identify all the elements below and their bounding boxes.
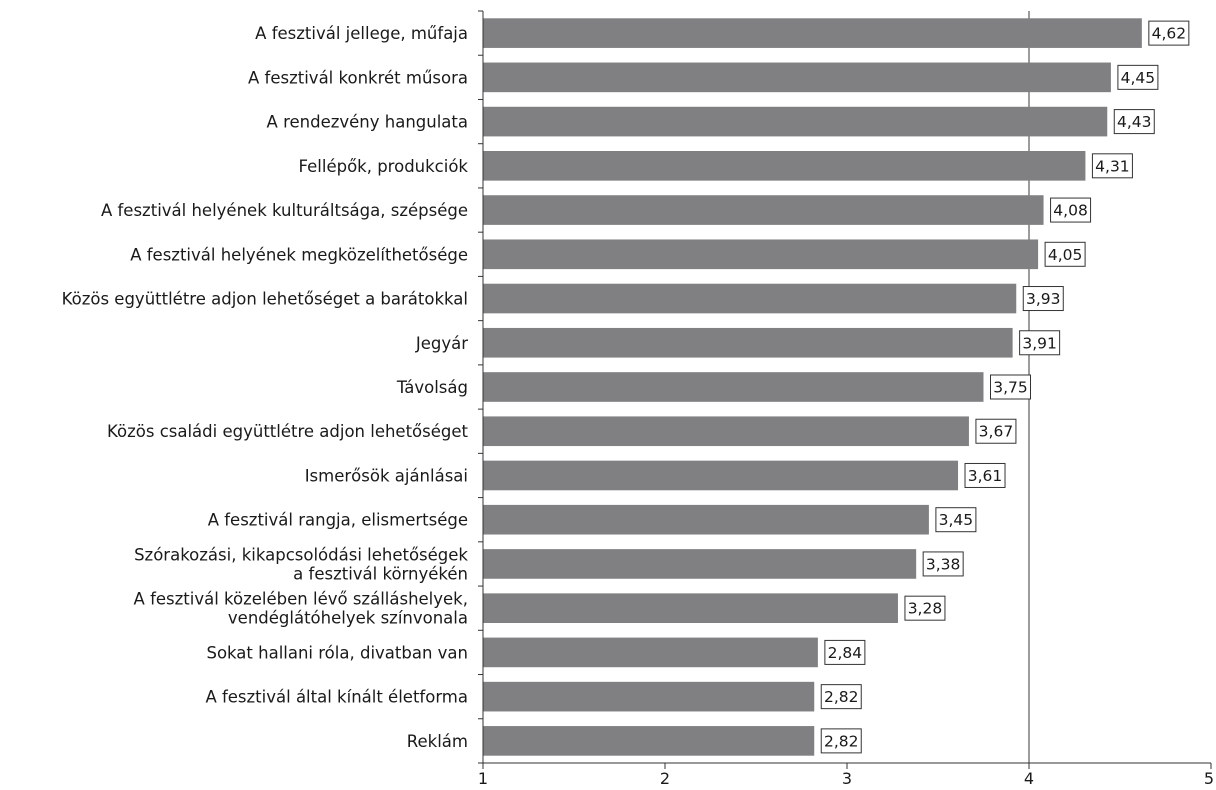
category-label: Távolság	[396, 378, 468, 397]
bar	[483, 106, 1108, 137]
value-label: 3,38	[926, 555, 961, 573]
category-label: A fesztivál rangja, elismertsége	[208, 511, 468, 530]
value-label-box	[820, 684, 862, 710]
value-label-box	[904, 595, 946, 621]
value-label: 4,05	[1048, 246, 1083, 264]
category-label: A fesztivál helyének megközelíthetősége	[130, 245, 468, 264]
value-label: 2,84	[828, 644, 863, 662]
bar	[483, 327, 1013, 358]
value-label-box	[990, 374, 1031, 400]
category-label: Ismerősök ajánlásai	[305, 466, 468, 485]
bar	[483, 460, 959, 491]
value-label: 3,75	[993, 379, 1028, 397]
category-label: A fesztivál konkrét műsora	[248, 68, 468, 87]
value-label: 2,82	[824, 732, 859, 750]
x-tick-label: 2	[660, 769, 670, 788]
bar	[483, 18, 1142, 48]
category-label: Fellépők, produkciók	[299, 157, 469, 176]
value-labels: 4,62 4,45 4,43 4,31 4,08 4,05 3,93 3,91 3,75 3,67…	[820, 20, 1190, 754]
category-label: Reklám	[407, 732, 468, 751]
value-label: 3,67	[979, 423, 1014, 441]
value-label-box	[964, 462, 1006, 488]
value-label: 3,45	[939, 511, 974, 529]
value-label-box	[1050, 197, 1092, 223]
value-label: 4,62	[1152, 25, 1187, 43]
bar	[483, 726, 815, 756]
category-label: Sokat hallani róla, divatban van	[206, 643, 468, 662]
category-label: A rendezvény hangulata	[267, 113, 468, 132]
x-tick-label: 3	[842, 769, 852, 788]
value-label: 4,45	[1121, 69, 1156, 87]
value-label-box	[1091, 153, 1133, 179]
category-label: Közös családi együttlétre adjon lehetősé…	[107, 422, 469, 441]
bar	[483, 549, 917, 579]
bar	[483, 416, 969, 447]
x-tick-label: 4	[1024, 769, 1034, 788]
bar	[483, 239, 1039, 270]
value-label: 2,82	[824, 688, 859, 706]
bar	[483, 504, 929, 535]
value-label: 4,31	[1095, 157, 1130, 175]
category-labels: A fesztivál jellege, műfaja A fesztivál k…	[62, 24, 469, 751]
value-label: 4,08	[1053, 202, 1088, 220]
bars	[483, 11, 1142, 763]
bar	[483, 637, 818, 668]
value-label-box	[1044, 241, 1086, 267]
category-label: A fesztivál által kínált életforma	[205, 688, 468, 707]
category-label: Jegyár	[415, 334, 468, 353]
value-label-box	[1113, 109, 1155, 135]
bar	[483, 681, 815, 712]
value-label: 3,61	[968, 467, 1003, 485]
value-label-box	[975, 418, 1017, 444]
bar	[483, 151, 1086, 181]
value-label: 3,91	[1022, 334, 1057, 352]
bar	[483, 195, 1044, 225]
value-label: 4,43	[1117, 113, 1152, 131]
category-label: A fesztivál jellege, műfaja	[255, 24, 468, 43]
value-label: 3,28	[908, 600, 943, 618]
category-label: a fesztivál környékén	[293, 564, 468, 583]
axes: 1 2 3 4 5	[478, 10, 1214, 788]
bar	[483, 372, 984, 402]
x-tick-label: 1	[478, 769, 488, 788]
category-label: A fesztivál közelében lévő szálláshelyek…	[134, 590, 468, 609]
bar	[483, 62, 1111, 93]
bar	[483, 283, 1017, 314]
value-label-box	[824, 639, 866, 665]
category-label: A fesztivál helyének kulturáltsága, szép…	[101, 201, 468, 220]
x-tick-label: 5	[1204, 769, 1214, 788]
value-label-box	[1117, 64, 1159, 90]
value-label: 3,93	[1026, 290, 1061, 308]
value-label-box	[1022, 286, 1064, 312]
value-label-box	[935, 507, 977, 533]
bar	[483, 593, 898, 623]
value-label-box	[820, 728, 862, 754]
value-label-box	[1019, 330, 1061, 356]
value-label-box	[1148, 20, 1190, 46]
category-label: Közös együttlétre adjon lehetőséget a ba…	[62, 290, 468, 309]
value-label-box	[922, 551, 964, 577]
category-label: vendéglátóhelyek színvonala	[228, 609, 468, 628]
category-label: Szórakozási, kikapcsolódási lehetőségek	[134, 545, 468, 564]
